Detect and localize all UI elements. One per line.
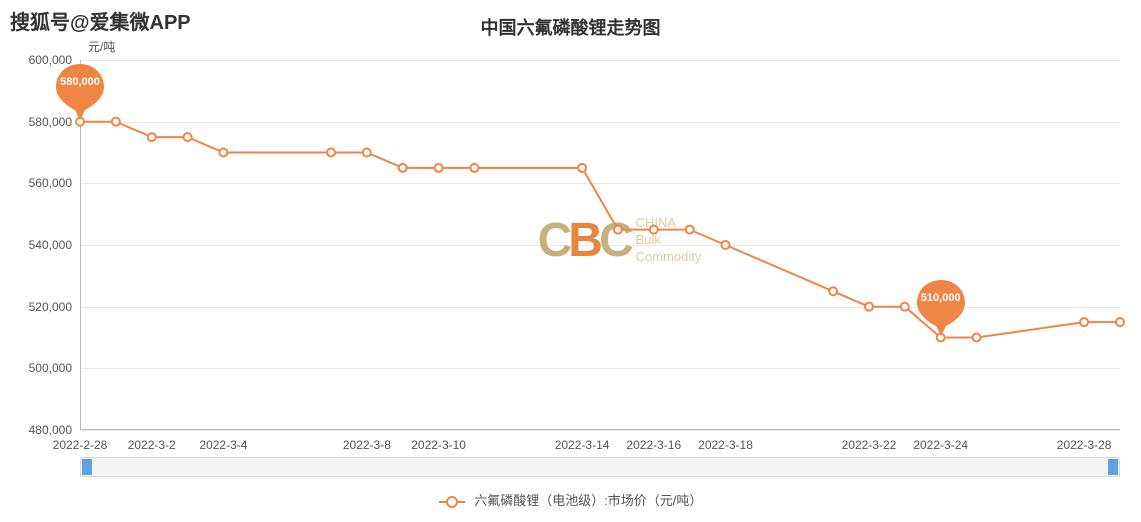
x-tick-label: 2022-3-10 bbox=[411, 438, 466, 452]
x-tick-label: 2022-3-18 bbox=[698, 438, 753, 452]
cbc-letter-c2: C bbox=[599, 214, 630, 267]
legend-swatch bbox=[439, 501, 465, 503]
x-tick-label: 2022-3-14 bbox=[555, 438, 610, 452]
y-tick-label: 480,000 bbox=[22, 423, 72, 437]
scroller-handle-right[interactable] bbox=[1108, 459, 1118, 475]
legend-label: 六氟磷酸锂（电池级）:市场价（元/吨） bbox=[474, 493, 702, 508]
gridline bbox=[80, 430, 1120, 431]
cbc-watermark: CBC CHINA Bulk Commodity bbox=[538, 215, 702, 266]
cbc-sub1: CHINA bbox=[636, 215, 702, 232]
x-axis-line bbox=[80, 429, 1120, 430]
gridline bbox=[80, 122, 1120, 123]
gridline bbox=[80, 368, 1120, 369]
x-tick-label: 2022-3-4 bbox=[199, 438, 247, 452]
plot-rect: CBC CHINA Bulk Commodity 480,000500,0005… bbox=[80, 60, 1120, 430]
x-tick-label: 2022-3-22 bbox=[842, 438, 897, 452]
y-tick-label: 540,000 bbox=[22, 238, 72, 252]
y-tick-label: 500,000 bbox=[22, 361, 72, 375]
y-axis-unit: 元/吨 bbox=[88, 38, 115, 55]
gridline bbox=[80, 245, 1120, 246]
cbc-letter-c: C bbox=[538, 214, 569, 267]
cbc-letter-b: B bbox=[568, 214, 599, 267]
y-tick-label: 580,000 bbox=[22, 115, 72, 129]
x-tick-label: 2022-3-2 bbox=[128, 438, 176, 452]
gridline bbox=[80, 183, 1120, 184]
scroller-handle-left[interactable] bbox=[82, 459, 92, 475]
x-tick-label: 2022-3-8 bbox=[343, 438, 391, 452]
gridline bbox=[80, 307, 1120, 308]
chart-plot-area: CBC CHINA Bulk Commodity 480,000500,0005… bbox=[80, 60, 1120, 430]
source-watermark: 搜狐号@爱集微APP bbox=[10, 6, 191, 35]
x-tick-label: 2022-3-24 bbox=[913, 438, 968, 452]
x-tick-label: 2022-3-16 bbox=[626, 438, 681, 452]
chart-container: { "watermark_source": "搜狐号@爱集微APP", "tit… bbox=[0, 0, 1141, 522]
y-tick-label: 520,000 bbox=[22, 300, 72, 314]
gridline bbox=[80, 60, 1120, 61]
legend: 六氟磷酸锂（电池级）:市场价（元/吨） bbox=[0, 490, 1141, 509]
y-tick-label: 560,000 bbox=[22, 176, 72, 190]
y-tick-label: 600,000 bbox=[22, 53, 72, 67]
y-axis-line bbox=[80, 60, 81, 430]
callout-label: 510,000 bbox=[914, 292, 968, 304]
cbc-sub2: Bulk bbox=[636, 232, 702, 249]
time-scroller[interactable] bbox=[80, 457, 1120, 477]
x-tick-label: 2022-3-28 bbox=[1057, 438, 1112, 452]
cbc-sub3: Commodity bbox=[636, 249, 702, 266]
x-tick-label: 2022-2-28 bbox=[53, 438, 108, 452]
